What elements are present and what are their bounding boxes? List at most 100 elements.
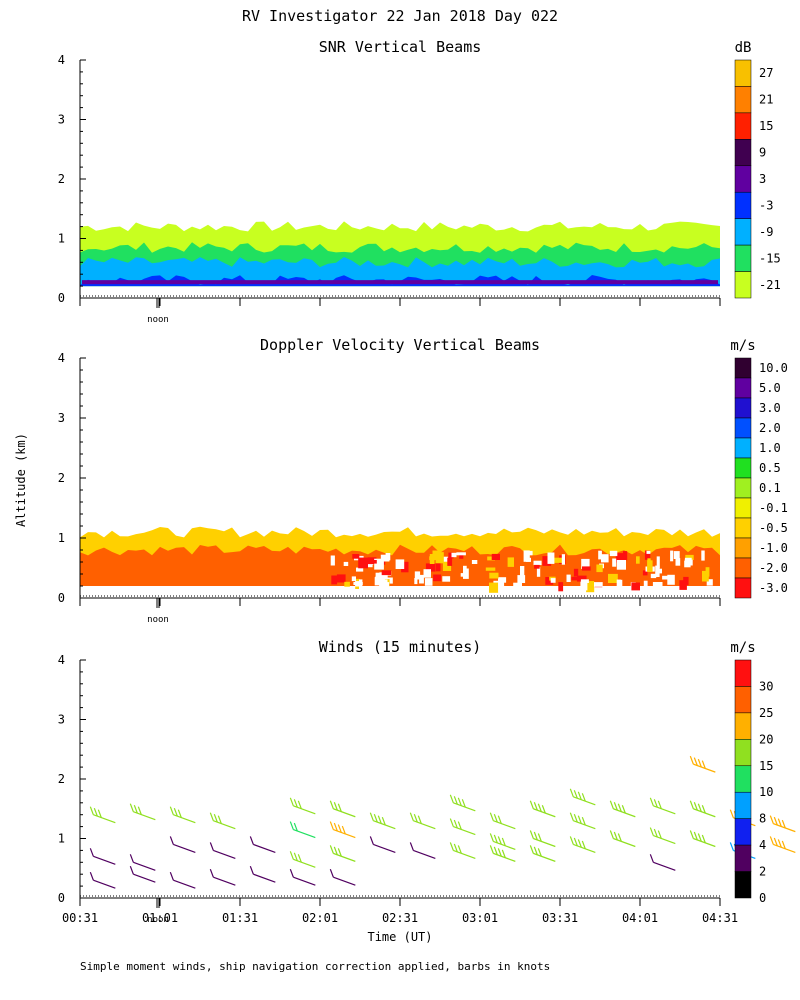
barb-flag xyxy=(457,797,462,807)
colorbar-label: 0 xyxy=(759,891,766,905)
speckle xyxy=(596,564,603,573)
speckle xyxy=(655,565,660,577)
colorbar-swatch xyxy=(734,417,752,439)
x-tick-label: 01:31 xyxy=(222,911,258,925)
colorbar-swatch xyxy=(734,437,752,459)
y-tick-label: 4 xyxy=(58,351,65,365)
speckle xyxy=(374,558,384,570)
barb-flag xyxy=(129,854,134,863)
streak xyxy=(82,280,718,285)
colorbar-label: 3.0 xyxy=(759,401,781,415)
wind-barb xyxy=(489,845,516,862)
y-tick-label: 2 xyxy=(58,772,65,786)
colorbar-swatch xyxy=(734,517,752,539)
wind-barb xyxy=(329,821,356,839)
speckle xyxy=(487,556,495,561)
colorbar-label: 10.0 xyxy=(759,361,788,375)
barb-flag xyxy=(329,845,334,854)
barb-shaft xyxy=(253,873,276,883)
barb-flag xyxy=(293,822,298,832)
speckle xyxy=(616,579,621,590)
barb-flag xyxy=(289,868,294,878)
speckle xyxy=(702,570,709,582)
barb-shaft xyxy=(173,879,196,889)
speckle xyxy=(616,560,626,570)
speckle xyxy=(459,554,464,559)
barb-flag xyxy=(409,842,414,851)
barb-flag xyxy=(217,815,222,824)
y-tick-label: 2 xyxy=(58,471,65,485)
barb-flag xyxy=(333,802,338,811)
barb-flag xyxy=(377,815,382,824)
barb-flag xyxy=(453,796,458,805)
colorbar-label: 25 xyxy=(759,706,773,720)
barb-flag xyxy=(169,871,174,881)
speckle xyxy=(371,560,377,564)
barb-flag xyxy=(457,845,462,854)
barb-flag xyxy=(489,845,494,854)
barb-flag xyxy=(617,833,622,842)
colorbar-swatch xyxy=(734,244,752,272)
colorbar-swatch xyxy=(734,659,752,687)
plot-area xyxy=(80,221,720,287)
barb-flag xyxy=(569,836,574,845)
wind-barb xyxy=(249,865,276,883)
speckle xyxy=(415,572,420,580)
wind-barb xyxy=(209,868,236,886)
barb-flag xyxy=(501,849,506,859)
barb-flag xyxy=(573,813,578,823)
barb-flag xyxy=(581,840,586,850)
speckle xyxy=(580,579,589,583)
barb-flag xyxy=(529,845,534,854)
speckle xyxy=(675,558,681,566)
barb-flag xyxy=(133,805,138,814)
speckle xyxy=(523,550,530,562)
colorbar-label: 2 xyxy=(759,865,766,879)
wind-barb xyxy=(569,836,596,854)
speckle xyxy=(545,577,554,585)
wind-barb xyxy=(329,800,356,818)
wind-barb xyxy=(409,812,436,830)
speckle xyxy=(344,581,350,587)
barb-flag xyxy=(337,824,342,833)
speckle xyxy=(498,582,505,593)
speckle xyxy=(684,559,693,566)
chart-panels: SNR Vertical Beams01234noondB27211593-3-… xyxy=(58,38,796,925)
barb-flag xyxy=(497,836,502,845)
barb-flag xyxy=(689,830,694,839)
speckle xyxy=(533,560,542,566)
barb-flag xyxy=(381,816,386,826)
barb-flag xyxy=(97,809,102,818)
speckle xyxy=(463,568,469,579)
colorbar-label: -1.0 xyxy=(759,541,788,555)
barb-flag xyxy=(729,809,734,818)
speckle xyxy=(662,575,672,580)
x-tick-label: 00:31 xyxy=(62,911,98,925)
barb-shaft xyxy=(413,849,436,859)
wind-barb xyxy=(649,827,676,845)
x-tick-label: 02:01 xyxy=(302,911,338,925)
wind-barb xyxy=(489,812,516,830)
barb-shaft xyxy=(333,876,356,886)
speckle xyxy=(485,567,496,571)
speckle xyxy=(336,574,346,583)
speckle xyxy=(401,561,409,573)
wind-barb xyxy=(129,854,156,871)
speckle xyxy=(380,554,390,562)
barb-flag xyxy=(293,799,298,808)
barb-flag xyxy=(581,816,586,826)
colorbar-swatch xyxy=(734,818,752,846)
barb-flag xyxy=(769,815,774,824)
speckle xyxy=(528,550,533,556)
colorbar-label: 0.1 xyxy=(759,481,781,495)
wind-barb xyxy=(449,842,476,859)
speckle xyxy=(558,582,564,592)
y-tick-label: 0 xyxy=(58,591,65,605)
y-tick-label: 4 xyxy=(58,53,65,67)
barb-flag xyxy=(697,833,702,842)
barb-shaft xyxy=(133,873,156,883)
colorbar-label: 1.0 xyxy=(759,441,781,455)
speckle xyxy=(673,551,680,559)
speckle xyxy=(561,554,565,565)
barb-flag xyxy=(653,799,658,808)
